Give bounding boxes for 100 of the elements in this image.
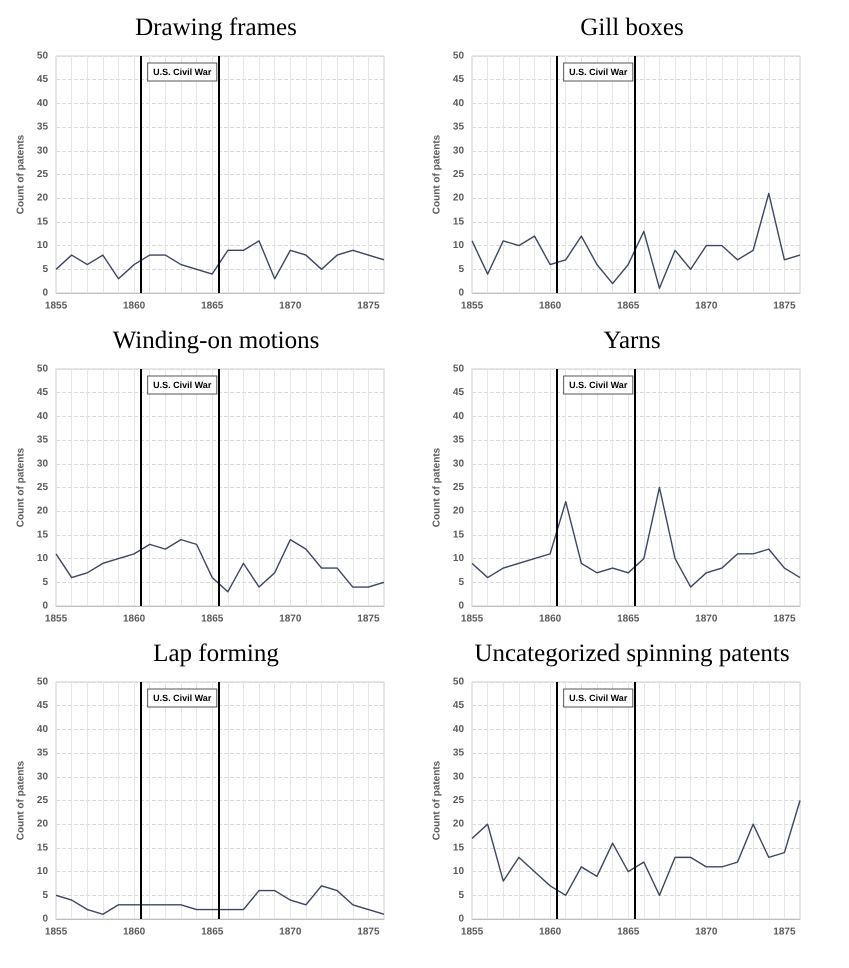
- x-tick-label: 1860: [538, 926, 562, 938]
- y-tick-label: 20: [452, 506, 464, 517]
- y-tick-label: 50: [36, 50, 48, 62]
- y-tick-label: 40: [36, 98, 48, 109]
- x-tick-label: 1860: [122, 300, 146, 312]
- y-tick-label: 25: [36, 169, 48, 180]
- chart-title: Gill boxes: [580, 14, 684, 41]
- y-tick-label: 20: [36, 818, 48, 830]
- x-tick-label: 1870: [279, 614, 302, 624]
- line-series: [55, 538, 385, 592]
- y-tick-label: 0: [458, 288, 464, 298]
- y-tick-label: 10: [36, 240, 48, 252]
- y-tick-label: 15: [452, 216, 464, 228]
- y-tick-label: 5: [458, 890, 464, 901]
- x-tick-label: 1870: [279, 926, 302, 938]
- line-series: [471, 486, 801, 588]
- x-tick-label: 1865: [201, 614, 224, 624]
- y-tick-label: 5: [42, 264, 48, 275]
- y-tick-label: 10: [36, 553, 48, 564]
- y-tick-label: 35: [452, 434, 464, 446]
- y-tick-label: 35: [36, 434, 48, 446]
- y-tick-label: 0: [42, 600, 48, 612]
- y-tick-label: 15: [36, 842, 48, 854]
- y-tick-label: 10: [452, 240, 464, 252]
- y-tick-label: 45: [36, 387, 48, 398]
- x-tick-label: 1855: [44, 300, 68, 312]
- y-tick-label: 30: [452, 145, 464, 156]
- x-tick-label: 1865: [201, 926, 224, 938]
- line-series: [471, 192, 801, 289]
- y-tick-label: 0: [458, 600, 464, 612]
- x-tick-label: 1870: [279, 300, 302, 312]
- y-tick-label: 45: [36, 700, 48, 712]
- ref-line-label: U.S. Civil War: [569, 380, 628, 390]
- y-tick-label: 20: [452, 192, 464, 204]
- y-tick-label: 50: [452, 676, 464, 688]
- y-tick-label: 10: [452, 866, 464, 878]
- y-tick-label: 50: [36, 364, 48, 374]
- x-tick-label: 1855: [460, 300, 484, 312]
- y-tick-label: 0: [42, 288, 48, 298]
- y-tick-label: 20: [36, 506, 48, 517]
- line-series: [471, 800, 801, 896]
- y-tick-label: 15: [36, 216, 48, 228]
- y-tick-label: 25: [36, 482, 48, 493]
- ref-line-label: U.S. Civil War: [569, 67, 628, 77]
- y-tick-label: 40: [452, 98, 464, 109]
- y-tick-label: 40: [452, 410, 464, 422]
- y-tick-label: 35: [36, 748, 48, 759]
- y-tick-label: 25: [452, 482, 464, 493]
- y-tick-label: 45: [452, 387, 464, 398]
- x-tick-label: 1865: [617, 300, 640, 312]
- x-tick-label: 1875: [773, 300, 796, 312]
- y-axis-title: Count of patents: [432, 760, 442, 840]
- y-tick-label: 50: [452, 364, 464, 374]
- x-tick-label: 1860: [538, 614, 562, 624]
- x-tick-label: 1875: [357, 926, 380, 938]
- x-tick-label: 1875: [773, 926, 796, 938]
- x-tick-label: 1870: [695, 926, 718, 938]
- y-tick-label: 35: [452, 748, 464, 759]
- y-axis-title: Count of patents: [16, 447, 26, 528]
- x-tick-label: 1875: [773, 614, 796, 624]
- y-tick-label: 15: [452, 529, 464, 540]
- y-axis-title: Count of patents: [432, 447, 442, 528]
- y-tick-label: 15: [452, 842, 464, 854]
- y-tick-label: 25: [452, 795, 464, 806]
- y-tick-label: 0: [42, 914, 48, 924]
- y-axis-title: Count of patents: [432, 134, 442, 214]
- x-tick-label: 1870: [695, 300, 718, 312]
- y-tick-label: 45: [36, 74, 48, 86]
- y-tick-label: 5: [458, 264, 464, 275]
- y-tick-label: 40: [452, 724, 464, 735]
- ref-line-label: U.S. Civil War: [153, 693, 212, 703]
- y-tick-label: 40: [36, 410, 48, 422]
- line-series: [55, 885, 385, 915]
- y-tick-label: 0: [458, 914, 464, 924]
- chart-title: Yarns: [603, 327, 661, 354]
- x-tick-label: 1860: [122, 926, 146, 938]
- y-tick-label: 10: [36, 866, 48, 878]
- ref-line-label: U.S. Civil War: [153, 67, 212, 77]
- y-tick-label: 20: [36, 192, 48, 204]
- chart-title: Uncategorized spinning patents: [474, 640, 790, 667]
- x-tick-label: 1875: [357, 300, 380, 312]
- x-tick-label: 1855: [460, 614, 484, 624]
- x-tick-label: 1865: [617, 614, 640, 624]
- y-tick-label: 45: [452, 700, 464, 712]
- y-tick-label: 15: [36, 529, 48, 540]
- y-tick-label: 30: [36, 771, 48, 782]
- y-tick-label: 30: [452, 771, 464, 782]
- x-tick-label: 1860: [538, 300, 562, 312]
- y-tick-label: 20: [452, 818, 464, 830]
- x-tick-label: 1855: [460, 926, 484, 938]
- y-tick-label: 40: [36, 724, 48, 735]
- x-tick-label: 1875: [357, 614, 380, 624]
- x-tick-label: 1870: [695, 614, 718, 624]
- y-tick-label: 35: [452, 122, 464, 133]
- y-tick-label: 30: [36, 458, 48, 470]
- x-tick-label: 1855: [44, 614, 68, 624]
- x-tick-label: 1865: [617, 926, 640, 938]
- x-tick-label: 1855: [44, 926, 68, 938]
- y-tick-label: 10: [452, 553, 464, 564]
- y-tick-label: 5: [458, 576, 464, 588]
